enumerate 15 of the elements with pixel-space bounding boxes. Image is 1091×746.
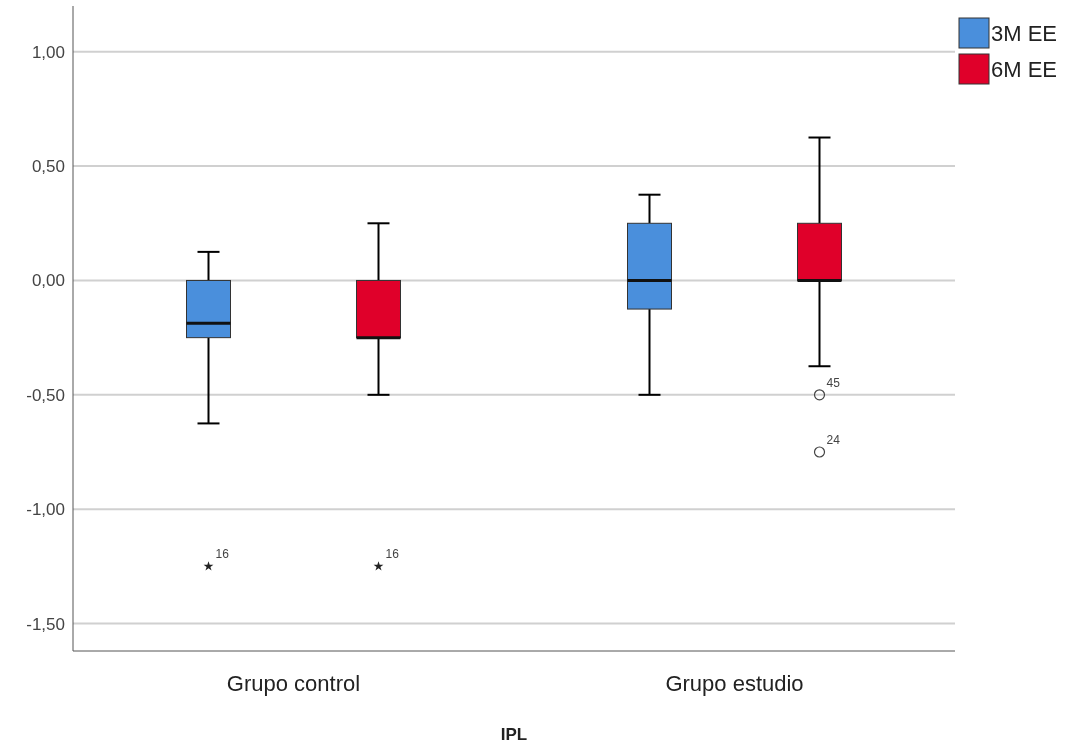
x-tick-label: Grupo control: [226, 671, 361, 696]
x-tick-label: Grupo estudio: [665, 671, 804, 696]
y-tick-label: -1,00: [26, 500, 65, 520]
y-tick-label: 1,00: [31, 42, 65, 62]
y-tick-label: 0,50: [31, 157, 65, 177]
legend-label: 3M EE: [991, 20, 1058, 46]
annotation: 16: [385, 547, 400, 562]
y-tick-label: 0,00: [31, 271, 65, 291]
x-axis-title: IPL: [500, 725, 528, 744]
y-tick-label: -1,50: [26, 614, 65, 634]
annotation: 16: [215, 547, 230, 562]
annotation: 45: [826, 375, 841, 390]
y-tick-label: -0,50: [26, 385, 65, 405]
annotation: 24: [826, 433, 841, 448]
legend-label: 6M EE: [991, 56, 1058, 82]
